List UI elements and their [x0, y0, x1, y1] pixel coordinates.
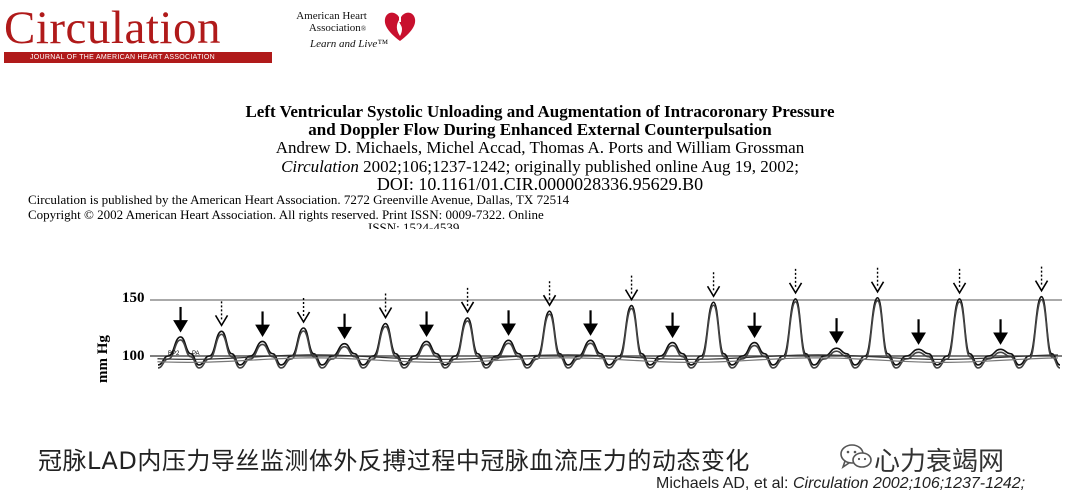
aha-tagline: Learn and Live [310, 38, 378, 50]
y-tick-150: 150 [122, 290, 145, 306]
y-tick-100: 100 [122, 348, 145, 364]
solid-arrow-marker [993, 319, 1008, 345]
figure-caption: 冠脉LAD内压力导丝监测体外反搏过程中冠脉血流压力的动态变化 [38, 447, 750, 475]
journal-wordmark: Circulation [4, 2, 221, 54]
aha-logo: American Heart Association® Learn and Li… [284, 10, 424, 50]
dashed-arrow-marker [1034, 266, 1049, 293]
citation-journal: Circulation [281, 157, 359, 176]
publisher-line: Circulation is published by the American… [28, 192, 570, 207]
paper-authors: Andrew D. Michaels, Michel Accad, Thomas… [275, 138, 805, 157]
paper-citation: Circulation 2002;106;1237-1242; original… [0, 157, 1080, 177]
citation-details: 2002;106;1237-1242; originally published… [358, 157, 799, 176]
pressure-tracing-svg: 150 100 mm Hg BP2 PA [95, 266, 1062, 383]
y-axis-label: mm Hg [95, 335, 111, 383]
issn-line: ISSN: 1524-4539 [368, 221, 460, 229]
figure-reference: Michaels AD, et al: Circulation 2002;106… [656, 475, 1025, 493]
paper-title-line1: Left Ventricular Systolic Unloading and … [245, 102, 835, 121]
dashed-arrow-marker [952, 268, 967, 295]
solid-arrow-marker [419, 311, 434, 337]
paper-doi: DOI: 10.1161/01.CIR.0000028336.95629.B0 [376, 174, 704, 194]
reference-journal: Circulation 2002;106;1237-1242; [792, 475, 1026, 492]
solid-arrow-marker [337, 313, 352, 340]
dashed-arrow-marker [788, 268, 803, 295]
pressure-trace [157, 295, 1061, 366]
solid-arrow-marker [665, 312, 680, 339]
brand-name: 心力衰竭网 [874, 447, 1005, 477]
pressure-trace-secondary [157, 298, 1061, 369]
dashed-arrow-marker [378, 293, 393, 320]
mean-pressure-trace [157, 357, 1059, 363]
wechat-icon [840, 444, 872, 469]
circulation-logo: Circulation JOURNAL OF THE AMERICAN HEAR… [4, 2, 272, 63]
paper-title-line2: and Doppler Flow During Enhanced Externa… [308, 120, 772, 139]
aha-name-line1: American Heart [296, 10, 367, 22]
reference-authors: Michaels AD, et al: [656, 475, 793, 492]
dashed-arrow-marker [706, 272, 721, 298]
dashed-arrow-marker [870, 267, 885, 294]
solid-arrow-marker [829, 318, 844, 344]
series-label-bp2: BP2 [168, 351, 180, 357]
dashed-arrow-marker [296, 298, 311, 324]
solid-arrow-marker [501, 310, 516, 336]
dashed-arrow-marker [214, 301, 229, 327]
solid-arrow-marker [583, 310, 598, 336]
pressure-tracing-chart: 150 100 mm Hg BP2 PA [0, 258, 1080, 433]
aha-name-line2: Association [308, 22, 361, 34]
solid-arrow-marker [911, 319, 926, 345]
dashed-arrow-marker [460, 287, 475, 314]
mean-pressure-trace [157, 354, 1059, 360]
journal-subtitle-bar: JOURNAL OF THE AMERICAN HEART ASSOCIATIO… [4, 52, 272, 63]
solid-arrow-marker [255, 311, 270, 337]
copyright-line: Copyright © 2002 American Heart Associat… [28, 207, 544, 222]
dashed-arrow-marker [542, 281, 557, 307]
solid-arrow-marker [747, 312, 762, 339]
heart-torch-icon [384, 12, 416, 41]
series-label-pa: PA [192, 351, 200, 357]
dashed-arrow-marker [624, 275, 639, 302]
solid-arrow-marker [173, 306, 188, 333]
